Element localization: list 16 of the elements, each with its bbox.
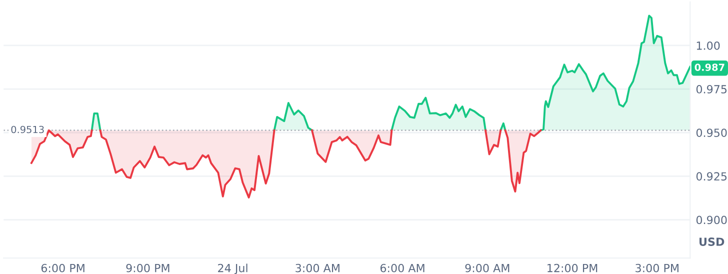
y-tick-label: 1.00 xyxy=(696,41,720,50)
y-tick-label: 0.950 xyxy=(696,128,727,138)
y-tick-label: 0.975 xyxy=(696,85,727,94)
y-tick-label: 0.925 xyxy=(696,172,727,181)
x-tick-label: 3:00 AM xyxy=(296,264,340,272)
y-tick-label: 0.900 xyxy=(696,216,727,224)
y-axis-title: USD xyxy=(700,238,724,246)
x-tick-label: 12:00 PM xyxy=(548,264,598,272)
x-tick-label: 3:00 PM xyxy=(636,264,678,272)
x-tick-label: 24 Jul xyxy=(218,264,248,274)
x-tick-label: 9:00 AM xyxy=(465,264,510,272)
x-tick-label: 6:00 AM xyxy=(380,264,424,272)
annotation: 0.987 xyxy=(694,64,724,71)
ref-line-label: 0.9513 xyxy=(11,126,44,134)
x-tick-label: 9:00 PM xyxy=(126,264,170,272)
x-tick-label: 6:00 PM xyxy=(41,264,84,272)
